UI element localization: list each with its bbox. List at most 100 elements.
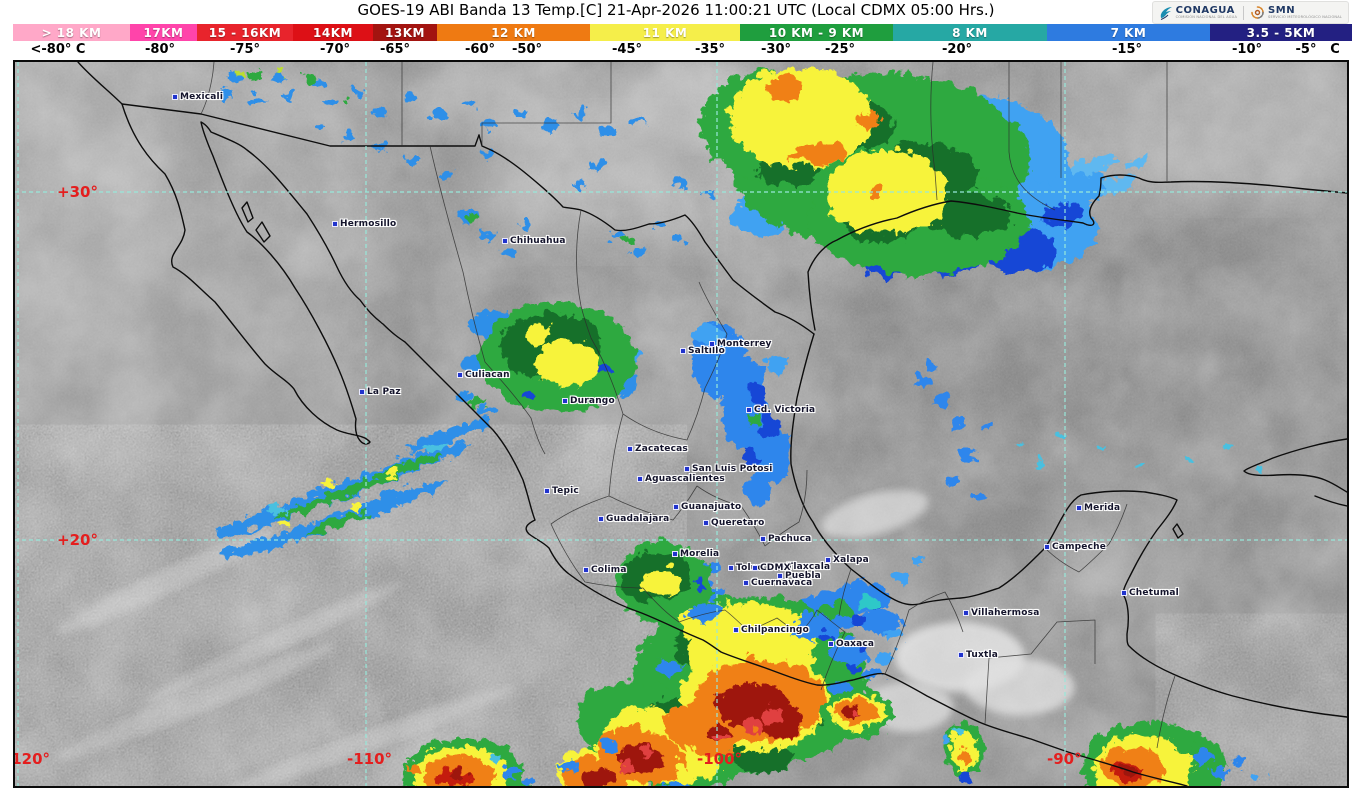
city-marker-icon <box>680 348 686 354</box>
city-marker-icon <box>598 516 604 522</box>
agency-logos: CONAGUA COMISIÓN NACIONAL DEL AGUA SMN S… <box>1151 1 1349 24</box>
city-marker-icon <box>172 94 178 100</box>
legend-segment: 8 KM <box>893 24 1047 41</box>
city-marker-icon <box>733 627 739 633</box>
temperature-tick: -35° <box>695 42 725 57</box>
city-label: Culiacan <box>457 370 510 380</box>
legend-segment: 17KM <box>130 24 197 41</box>
coordinate-label: +20° <box>57 531 98 549</box>
city-marker-icon <box>672 551 678 557</box>
city-marker-icon <box>1121 590 1127 596</box>
city-marker-icon <box>684 466 690 472</box>
storm-baja-streaks <box>212 415 488 554</box>
temperature-tick: -75° <box>230 42 260 57</box>
legend-segment: 13KM <box>373 24 437 41</box>
state-borders <box>200 62 1176 749</box>
city-label: Campeche <box>1044 542 1106 552</box>
height-color-scale: > 18 KM 17KM 15 - 16KM 14KM 13KM 12 KM 1… <box>13 24 1352 41</box>
city-label: Durango <box>562 396 615 406</box>
city-marker-icon <box>627 446 633 452</box>
city-label: Aguascalientes <box>637 474 725 484</box>
temperature-tick: -25° <box>825 42 855 57</box>
city-label: Queretaro <box>703 518 765 528</box>
conagua-tagline: COMISIÓN NACIONAL DEL AGUA <box>1175 14 1238 19</box>
smn-tagline: SERVICIO METEOROLÓGICO NACIONAL <box>1268 14 1342 19</box>
city-marker-icon <box>779 564 785 570</box>
conagua-name: CONAGUA <box>1175 4 1235 16</box>
smn-name: SMN <box>1268 4 1296 16</box>
logo-divider <box>1243 5 1245 20</box>
city-marker-icon <box>728 565 734 571</box>
temperature-tick: <-80° C <box>30 42 86 57</box>
city-marker-icon <box>743 580 749 586</box>
city-marker-icon <box>746 407 752 413</box>
city-label: Puebla <box>777 571 821 581</box>
city-marker-icon <box>752 565 758 571</box>
temperature-tick: C <box>1330 42 1340 57</box>
city-label: Pachuca <box>760 534 811 544</box>
temperature-tick: -45° <box>612 42 642 57</box>
city-marker-icon <box>544 488 550 494</box>
legend-segment: > 18 KM <box>13 24 130 41</box>
storm-sonora-specks <box>214 65 711 252</box>
city-marker-icon <box>562 398 568 404</box>
smn-logo: SMN SERVICIO METEOROLÓGICO NACIONAL <box>1250 5 1342 20</box>
city-marker-icon <box>703 520 709 526</box>
city-marker-icon <box>673 504 679 510</box>
storm-guerrero-oaxaca <box>552 592 899 786</box>
city-label: Xalapa <box>825 555 869 565</box>
city-label: Oaxaca <box>828 639 874 649</box>
legend-segment: 14KM <box>293 24 373 41</box>
city-marker-icon <box>1044 544 1050 550</box>
city-marker-icon <box>502 238 508 244</box>
city-label: Colima <box>583 565 627 575</box>
city-label: San Luis Potosi <box>684 464 773 474</box>
city-label: Chetumal <box>1121 588 1179 598</box>
city-label: Zacatecas <box>627 444 688 454</box>
city-label: Chilpancingo <box>733 625 809 635</box>
storm-isthmus-cell <box>938 718 980 779</box>
coordinate-label: +30° <box>57 183 98 201</box>
temperature-tick: -5° <box>1295 42 1317 57</box>
conagua-logo: CONAGUA COMISIÓN NACIONAL DEL AGUA <box>1159 5 1237 21</box>
coastlines <box>77 62 1347 786</box>
city-label: Merida <box>1076 503 1120 513</box>
city-label: Guadalajara <box>598 514 669 524</box>
city-label: Chihuahua <box>502 236 566 246</box>
city-label: La Paz <box>359 387 401 397</box>
temperature-tick: -70° <box>320 42 350 57</box>
storm-sinaloa-durango <box>450 299 639 412</box>
conagua-wave-icon <box>1160 6 1172 20</box>
city-marker-icon <box>637 476 643 482</box>
satellite-map: Mexicali Hermosillo Chihuahua Culiacan L… <box>13 60 1349 788</box>
city-marker-icon <box>332 221 338 227</box>
city-label: Tlaxcala <box>779 562 830 572</box>
legend-segment: 7 KM <box>1047 24 1210 41</box>
temperature-tick: -20° <box>942 42 972 57</box>
coordinate-label: -100° <box>697 750 743 768</box>
temperature-tick: -80° <box>145 42 175 57</box>
city-marker-icon <box>958 652 964 658</box>
city-marker-icon <box>709 341 715 347</box>
city-marker-icon <box>359 389 365 395</box>
city-marker-icon <box>825 557 831 563</box>
storm-michoacan <box>610 539 723 619</box>
legend-segment: 15 - 16KM <box>197 24 293 41</box>
legend-segment: 10 KM - 9 KM <box>740 24 893 41</box>
city-label: Villahermosa <box>963 608 1039 618</box>
city-label: Guanajuato <box>673 502 741 512</box>
temperature-tick: -50° <box>512 42 542 57</box>
product-title-bar: GOES-19 ABI Banda 13 Temp.[C] 21-Apr-202… <box>0 0 1352 22</box>
coordinate-label: -90° <box>1047 750 1082 768</box>
city-label: Tuxtla <box>958 650 998 660</box>
city-label: Mexicali <box>172 92 223 102</box>
smn-swirl-icon <box>1251 6 1264 19</box>
city-marker-icon <box>583 567 589 573</box>
temperature-tick: -60° <box>465 42 495 57</box>
temperature-tick: -15° <box>1112 42 1142 57</box>
legend-segment: 11 KM <box>590 24 740 41</box>
city-label: Cuernavaca <box>743 578 812 588</box>
city-marker-icon <box>828 641 834 647</box>
temperature-tick: -65° <box>380 42 410 57</box>
